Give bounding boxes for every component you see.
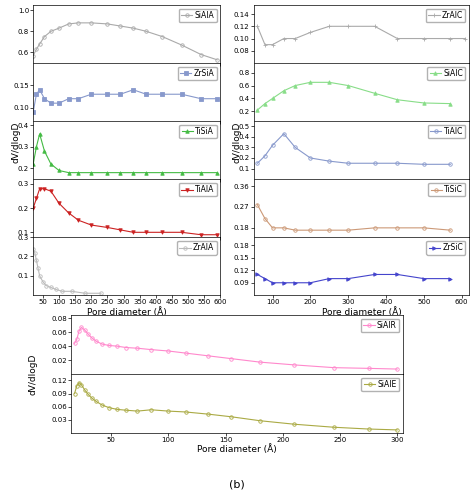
Legend: ZrSiC: ZrSiC <box>426 241 465 254</box>
Legend: SiAlE: SiAlE <box>362 378 399 391</box>
Legend: SiAlA: SiAlA <box>179 9 217 22</box>
Legend: ZrAlA: ZrAlA <box>177 241 217 254</box>
Text: dV/dlogD: dV/dlogD <box>12 122 21 163</box>
X-axis label: Pore diameter (Å): Pore diameter (Å) <box>197 444 277 455</box>
Legend: TiSiA: TiSiA <box>179 125 217 138</box>
Legend: ZrAlC: ZrAlC <box>426 9 465 22</box>
Text: dV/dlogD: dV/dlogD <box>28 353 37 395</box>
X-axis label: Pore diameter (Å): Pore diameter (Å) <box>87 307 167 317</box>
Legend: SiAlC: SiAlC <box>428 67 465 80</box>
Legend: TiAlA: TiAlA <box>179 183 217 196</box>
Text: (b): (b) <box>229 479 245 489</box>
Legend: SiAlR: SiAlR <box>361 319 399 332</box>
Text: dV/dlogD: dV/dlogD <box>232 122 241 163</box>
Legend: TiAlC: TiAlC <box>428 125 465 138</box>
Legend: ZrSiA: ZrSiA <box>177 67 217 80</box>
X-axis label: Pore diameter (Å): Pore diameter (Å) <box>321 307 401 317</box>
Legend: TiSiC: TiSiC <box>428 183 465 196</box>
